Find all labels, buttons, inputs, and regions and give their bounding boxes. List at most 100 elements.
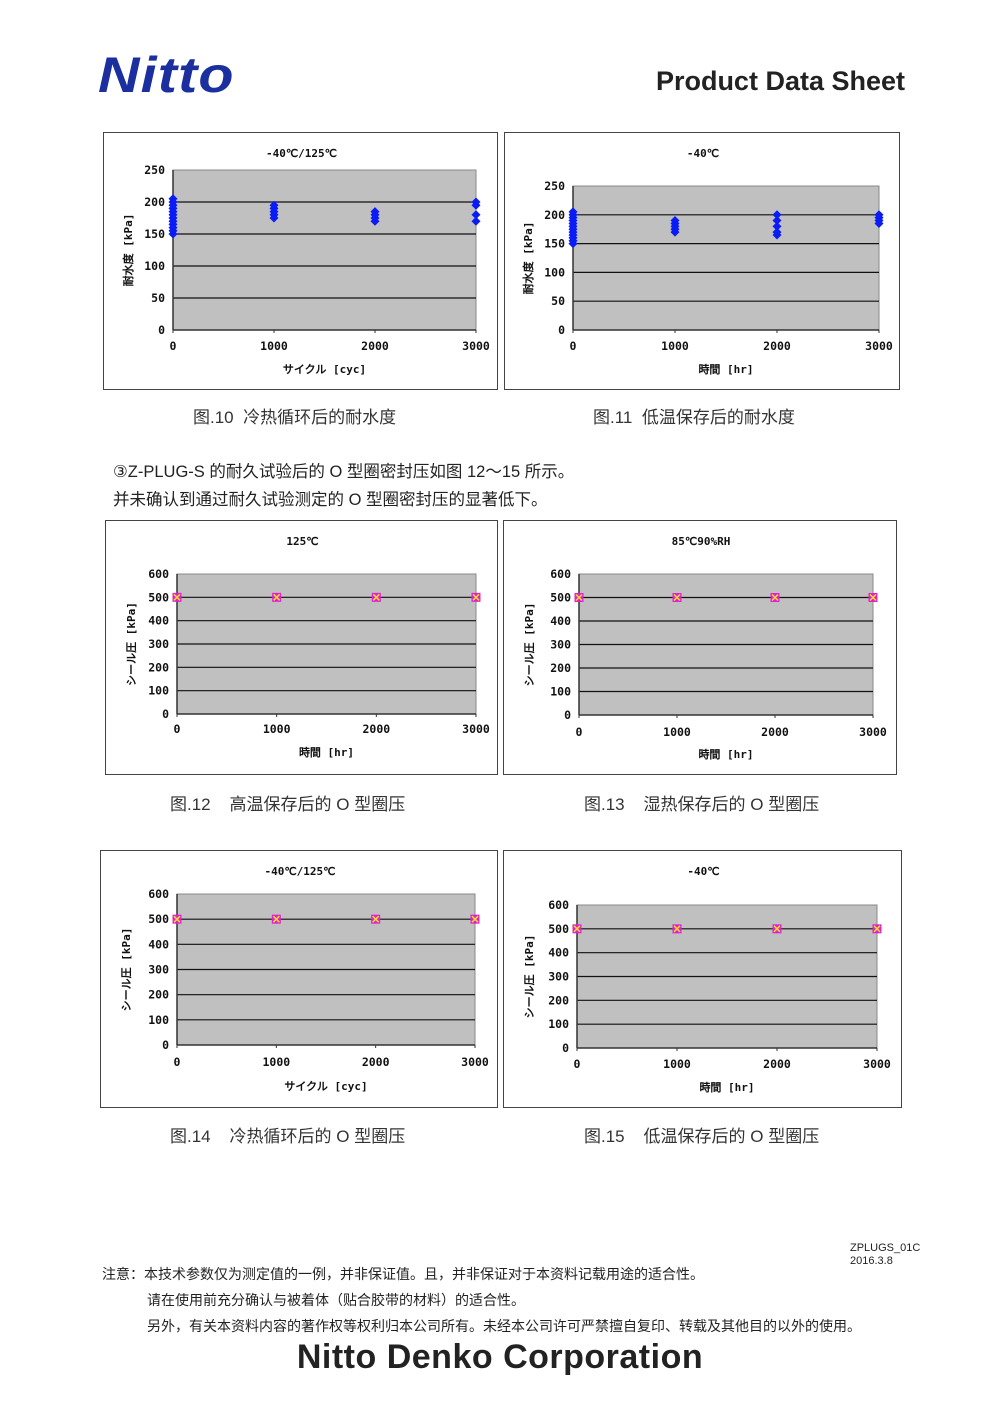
chart-frame-11: 0 50 100 150 200 250 0 1000 2000 3000 -40℃ 時間 [hr] 耐… bbox=[504, 132, 900, 390]
y-tick-label: 0 bbox=[162, 1038, 169, 1052]
data-point bbox=[272, 592, 282, 602]
x-tick-label: 3000 bbox=[462, 722, 490, 736]
y-tick-label: 200 bbox=[148, 660, 169, 674]
y-tick-label: 200 bbox=[550, 661, 571, 675]
data-point bbox=[670, 216, 680, 226]
y-tick-label: 0 bbox=[562, 1041, 569, 1055]
y-axis-label: シール圧 [kPa] bbox=[125, 602, 138, 686]
data-point bbox=[370, 207, 380, 217]
y-tick-label: 500 bbox=[148, 912, 169, 926]
y-tick-label: 200 bbox=[144, 195, 165, 209]
data-point bbox=[471, 592, 481, 602]
y-tick-label: 0 bbox=[558, 323, 565, 337]
x-tick-label: 0 bbox=[174, 1055, 181, 1069]
y-tick-label: 400 bbox=[548, 946, 569, 960]
y-tick-label: 400 bbox=[550, 614, 571, 628]
chart-title: 125℃ bbox=[286, 535, 318, 548]
chart-frame-13: 0 100 200 300 400 500 600 0 1000 2000 3000 85℃90%RH… bbox=[503, 520, 897, 775]
x-axis-label: サイクル [cyc] bbox=[284, 1080, 367, 1093]
body-paragraph-line-1: ③Z-PLUG-S 的耐久试验后的 O 型圈密封压如图 12～15 所示。 bbox=[113, 463, 575, 481]
y-tick-label: 300 bbox=[148, 963, 169, 977]
y-tick-label: 150 bbox=[544, 237, 565, 251]
chart-title: -40℃ bbox=[687, 865, 719, 878]
y-tick-label: 0 bbox=[162, 707, 169, 721]
chart-title: -40℃/125℃ bbox=[266, 147, 337, 160]
y-tick-label: 50 bbox=[151, 291, 165, 305]
x-tick-label: 3000 bbox=[859, 725, 887, 739]
x-axis-label: 時間 [hr] bbox=[699, 1080, 754, 1094]
data-point bbox=[574, 593, 584, 602]
y-axis-label: 耐水度 [kPa] bbox=[121, 214, 135, 287]
x-tick-label: 2000 bbox=[362, 1055, 390, 1069]
data-point bbox=[772, 221, 782, 231]
x-tick-label: 2000 bbox=[362, 722, 390, 736]
y-tick-label: 300 bbox=[148, 637, 169, 651]
y-tick-label: 600 bbox=[548, 898, 569, 912]
x-axis-label: 時間 [hr] bbox=[698, 362, 753, 376]
y-tick-label: 250 bbox=[544, 179, 565, 193]
document-id: ZPLUGS_01C bbox=[850, 1242, 921, 1254]
chart-svg: 0 50 100 150 200 250 0 1000 2000 3000 -40℃ 時間 [hr] 耐… bbox=[521, 147, 893, 376]
y-tick-label: 400 bbox=[148, 937, 169, 951]
y-tick-label: 100 bbox=[548, 1017, 569, 1031]
data-point bbox=[471, 210, 481, 220]
y-tick-label: 600 bbox=[148, 887, 169, 901]
data-point bbox=[868, 593, 878, 602]
x-tick-label: 1000 bbox=[263, 722, 291, 736]
y-axis-label: シール圧 [kPa] bbox=[523, 603, 536, 687]
note-line-2: 请在使用前充分确认与被着体（贴合胶带的材料）的适合性。 bbox=[147, 1292, 525, 1308]
data-point bbox=[371, 914, 381, 924]
figure-caption-10: 图.10 冷热循环后的耐水度 bbox=[193, 408, 397, 427]
y-tick-label: 300 bbox=[550, 638, 571, 652]
y-tick-label: 400 bbox=[148, 614, 169, 628]
data-point bbox=[168, 194, 178, 204]
x-axis-label: 時間 [hr] bbox=[299, 745, 354, 759]
x-axis-label: 時間 [hr] bbox=[698, 747, 753, 761]
chart-frame-14: 0 100 200 300 400 500 600 0 1000 2000 3000 -40℃/125… bbox=[100, 850, 498, 1108]
y-tick-label: 100 bbox=[148, 684, 169, 698]
x-tick-label: 3000 bbox=[462, 339, 490, 353]
x-tick-label: 1000 bbox=[260, 339, 288, 353]
chart-svg: 0 50 100 150 200 250 0 1000 2000 3000 -40℃/125℃ サイク… bbox=[121, 147, 490, 376]
figure-caption-12: 图.12 高温保存后的 O 型圈压 bbox=[170, 795, 406, 814]
chart-frame-12: 0 100 200 300 400 500 600 0 1000 2000 3000 125℃ 時間 [… bbox=[105, 520, 498, 775]
y-tick-label: 500 bbox=[148, 590, 169, 604]
plot-area bbox=[172, 169, 477, 331]
plot-area bbox=[572, 185, 880, 331]
chart-svg: 0 100 200 300 400 500 600 0 1000 2000 3000 125℃ 時間 [… bbox=[125, 535, 490, 759]
data-point bbox=[672, 593, 682, 602]
y-tick-label: 150 bbox=[144, 227, 165, 241]
note-line-3: 另外，有关本资料内容的著作权等权利归本公司所有。未经本公司许可严禁擅自复印、转载… bbox=[147, 1318, 861, 1334]
figure-caption-11: 图.11 低温保存后的耐水度 bbox=[593, 408, 795, 427]
x-tick-label: 3000 bbox=[865, 339, 893, 353]
x-tick-label: 3000 bbox=[863, 1057, 891, 1071]
document-date: 2016.3.8 bbox=[850, 1255, 893, 1267]
data-point bbox=[874, 210, 884, 220]
data-point bbox=[471, 216, 481, 226]
y-tick-label: 500 bbox=[548, 922, 569, 936]
y-tick-label: 300 bbox=[548, 970, 569, 984]
data-point bbox=[672, 924, 682, 934]
chart-title: -40℃/125℃ bbox=[264, 865, 335, 878]
document-title: Product Data Sheet bbox=[655, 66, 905, 96]
x-tick-label: 1000 bbox=[663, 1057, 691, 1071]
x-tick-label: 1000 bbox=[663, 725, 691, 739]
body-paragraph-line-2: 并未确认到通过耐久试验测定的 O 型圈密封压的显著低下。 bbox=[113, 491, 548, 509]
y-tick-label: 200 bbox=[148, 988, 169, 1002]
data-point bbox=[470, 914, 480, 924]
chart-svg: 0 100 200 300 400 500 600 0 1000 2000 3000 -40℃/125… bbox=[120, 865, 489, 1093]
y-tick-label: 100 bbox=[148, 1013, 169, 1027]
x-tick-label: 2000 bbox=[763, 1057, 791, 1071]
note-line-1: 注意：本技术参数仅为测定值的一例，并非保证值。且，并非保证对于本资料记载用途的适… bbox=[102, 1266, 704, 1282]
chart-title: -40℃ bbox=[687, 147, 719, 160]
y-tick-label: 500 bbox=[550, 591, 571, 605]
y-tick-label: 200 bbox=[544, 208, 565, 222]
y-tick-label: 0 bbox=[564, 708, 571, 722]
data-point bbox=[172, 914, 182, 924]
data-point bbox=[269, 200, 279, 210]
y-tick-label: 600 bbox=[550, 567, 571, 581]
x-tick-label: 1000 bbox=[262, 1055, 290, 1069]
document-id-block: ZPLUGS_01C 2016.3.8 bbox=[850, 1242, 920, 1268]
y-axis-label: 耐水度 [kPa] bbox=[521, 222, 535, 295]
x-tick-label: 3000 bbox=[461, 1055, 489, 1069]
